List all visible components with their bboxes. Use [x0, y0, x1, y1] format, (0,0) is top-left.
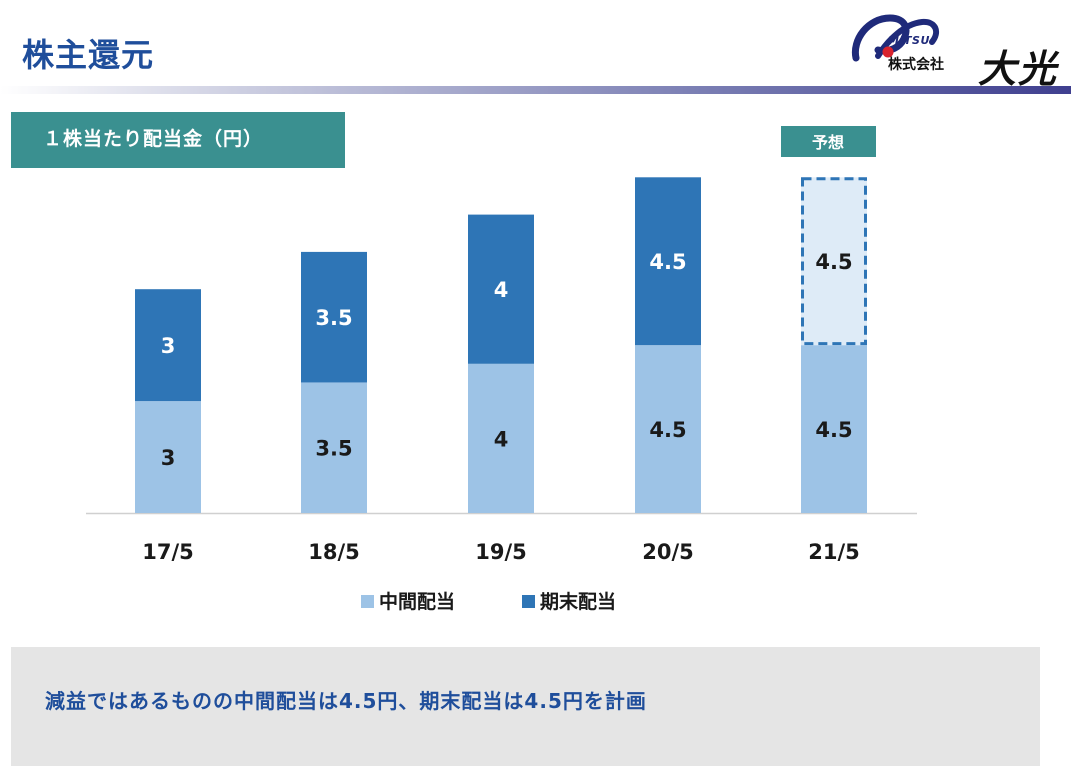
x-tick-label: 19/5 — [475, 540, 527, 564]
data-label: 3 — [161, 446, 176, 470]
logo-brand-text: MITSU — [888, 34, 930, 47]
page-title: 株主還元 — [22, 36, 155, 74]
logo-mark-icon — [851, 14, 940, 62]
x-tick-label: 20/5 — [642, 540, 694, 564]
data-label: 3 — [161, 334, 176, 358]
data-label: 4.5 — [649, 418, 686, 442]
data-label: 4.5 — [649, 250, 686, 274]
dividend-chart: 3 3 17/5 3.5 3.5 18/5 4 4 19/5 4.5 4.5 20/5 4.5 4.5 21… — [86, 126, 917, 613]
forecast-bar-outline — [801, 177, 867, 346]
logo-company-text: 株式会社 — [888, 57, 944, 73]
bar-17-5-series-0 — [135, 401, 201, 513]
bar-18-5-series-0 — [301, 382, 367, 513]
legend-label: 中間配当 — [379, 590, 455, 613]
section-label: １株当たり配当金（円） — [11, 112, 345, 168]
x-tick-label: 21/5 — [808, 540, 860, 564]
company-logo: MITSU 株式会社 大光 — [848, 10, 1063, 91]
data-label: 4.5 — [815, 250, 852, 274]
summary-box: 減益ではあるものの中間配当は4.5円、期末配当は4.5円を計画 — [11, 647, 1040, 766]
data-label: 4 — [494, 278, 509, 302]
logo-name-text: 大光 — [978, 47, 1059, 91]
data-label: 4.5 — [815, 418, 852, 442]
bar-20-5-series-1 — [635, 177, 701, 346]
bar-19-5-series-1 — [468, 214, 534, 364]
data-label: 4 — [494, 427, 509, 451]
bar-20-5-series-0 — [635, 345, 701, 513]
data-label: 3.5 — [315, 437, 352, 461]
legend-swatch — [522, 595, 535, 608]
forecast-tag-label: 予想 — [812, 133, 844, 152]
bar-19-5-series-0 — [468, 363, 534, 513]
summary-text: 減益ではあるものの中間配当は4.5円、期末配当は4.5円を計画 — [45, 689, 647, 713]
bar-21-5-series-0 — [801, 345, 867, 513]
title-divider — [0, 86, 1071, 94]
forecast-tag — [781, 126, 876, 157]
bar-17-5-series-1 — [135, 289, 201, 402]
x-tick-label: 17/5 — [142, 540, 194, 564]
legend-swatch — [361, 595, 374, 608]
data-label: 3.5 — [315, 306, 352, 330]
legend-label: 期末配当 — [540, 590, 616, 613]
bar-18-5-series-1 — [301, 251, 367, 383]
x-tick-label: 18/5 — [308, 540, 360, 564]
bar-21-5-series-1 — [801, 177, 867, 346]
